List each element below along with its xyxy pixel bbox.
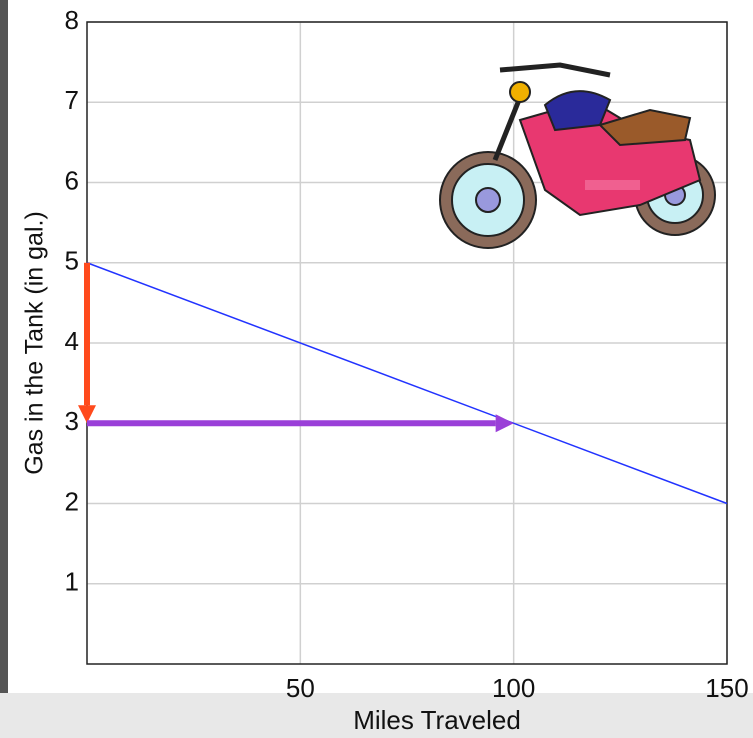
y-tick-label: 5 — [65, 246, 79, 276]
data-line — [86, 262, 728, 505]
y-tick-label: 4 — [65, 326, 79, 356]
x-tick-label: 100 — [492, 673, 535, 703]
y-tick-label: 7 — [65, 85, 79, 115]
y-tick-label: 6 — [65, 165, 79, 195]
y-tick-label: 1 — [65, 567, 79, 597]
y-tick-label: 3 — [65, 406, 79, 436]
y-tick-label: 8 — [65, 5, 79, 35]
bottom-band — [0, 693, 753, 738]
left-edge — [0, 0, 8, 738]
y-tick-label: 2 — [65, 486, 79, 516]
x-tick-label: 150 — [705, 673, 748, 703]
y-axis-label: Gas in the Tank (in gal.) — [21, 211, 49, 475]
x-tick-label: 50 — [286, 673, 315, 703]
arrow-head — [495, 414, 514, 433]
x-axis-label: Miles Traveled — [353, 705, 521, 735]
arrow-head — [78, 405, 96, 424]
motorcycle-illustration — [439, 62, 716, 249]
